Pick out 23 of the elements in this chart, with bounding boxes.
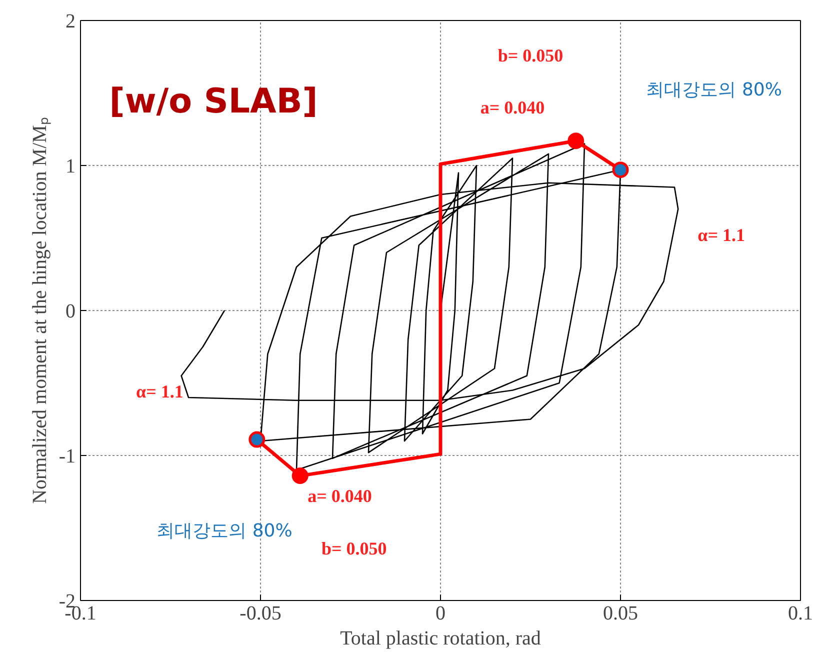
point [248,431,266,448]
point [612,162,629,178]
y-tick-label: 1 [66,156,76,178]
x-tick-label: 0 [436,602,446,624]
annotation: α= 1.1 [698,225,745,246]
annotation: b= 0.050 [321,538,387,558]
y-axis-title: Normalized moment at the hinge location M/Mₚ [28,117,51,504]
annotation: a= 0.040 [308,486,372,506]
annotation: a= 0.040 [480,98,545,118]
y-tick-label: 0 [66,300,76,322]
annotation: 최대강도의 80% [646,80,782,101]
x-tick-label: -0.05 [240,602,282,624]
x-tick-label: 0.05 [603,602,638,624]
point [292,468,308,484]
annotation: [w/o SLAB] [109,82,318,122]
y-tick-label: -1 [58,446,76,468]
annotation: 최대강도의 80% [156,520,292,542]
y-tick-label: 2 [66,10,76,32]
point [568,132,584,150]
x-tick-label: 0.1 [788,602,813,624]
x-axis-title: Total plastic rotation, rad [340,628,541,650]
annotation: α= 1.1 [136,382,184,402]
annotation: b= 0.050 [498,45,564,66]
